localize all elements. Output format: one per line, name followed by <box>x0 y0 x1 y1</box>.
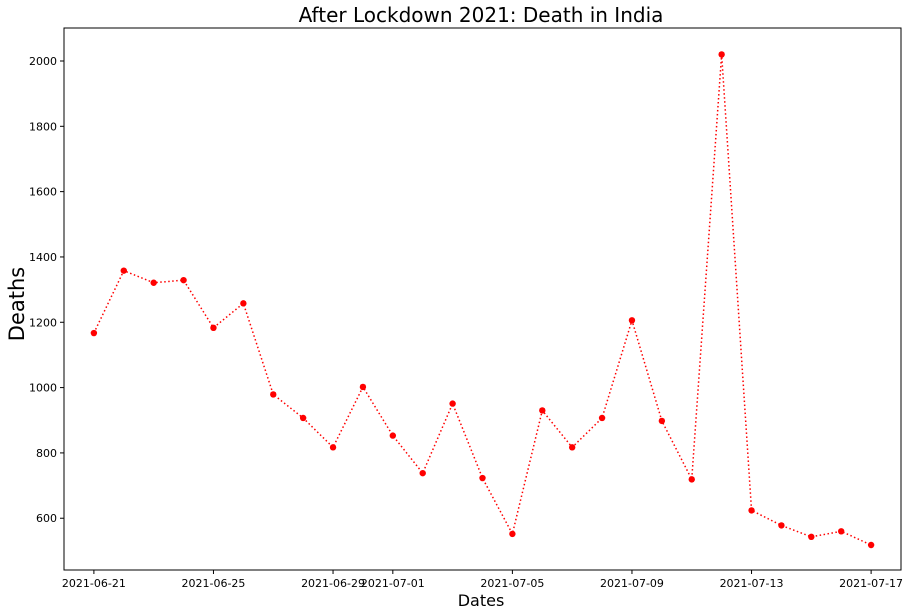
x-tick-label: 2021-06-21 <box>62 577 126 590</box>
data-point <box>838 528 845 535</box>
data-point <box>240 300 247 307</box>
y-axis-label: Deaths <box>5 267 29 341</box>
data-point <box>688 476 695 483</box>
data-point <box>539 407 546 414</box>
x-tick-label: 2021-06-29 <box>301 577 365 590</box>
y-axis: 600 800 1000 1200 1400 1600 1800 2000 <box>29 55 64 525</box>
y-tick-label: 1800 <box>29 120 57 133</box>
x-tick-label: 2021-07-01 <box>361 577 425 590</box>
y-tick-label: 1400 <box>29 251 57 264</box>
x-axis: 2021-06-21 2021-06-25 2021-06-292021-07-01… <box>62 570 903 590</box>
data-point <box>628 317 636 324</box>
y-tick-label: 1000 <box>29 382 57 395</box>
data-points <box>90 51 875 549</box>
y-tick-label: 1600 <box>29 186 57 199</box>
x-tick-label: 2021-06-25 <box>181 577 245 590</box>
data-point <box>389 432 397 439</box>
x-tick-label: 2021-07-09 <box>600 577 664 590</box>
data-point <box>658 417 666 425</box>
data-point <box>568 444 576 451</box>
data-point <box>598 414 606 422</box>
data-point <box>778 522 785 529</box>
data-point <box>329 444 337 451</box>
data-point <box>419 469 426 477</box>
y-tick-label: 2000 <box>29 55 57 68</box>
data-point <box>210 324 217 332</box>
x-tick-label: 2021-07-05 <box>480 577 544 590</box>
series-line <box>93 54 872 546</box>
data-point <box>150 279 157 286</box>
data-point <box>120 267 127 274</box>
x-tick-label: 2021-07-17 <box>839 577 903 590</box>
data-point <box>509 530 516 538</box>
data-point <box>270 391 277 398</box>
data-point <box>359 383 367 391</box>
x-axis-label: Dates <box>458 591 505 610</box>
data-point <box>180 276 187 284</box>
chart-title: After Lockdown 2021: Death in India <box>299 3 664 27</box>
x-tick-label: 2021-07-13 <box>720 577 784 590</box>
y-tick-label: 1200 <box>29 316 57 329</box>
plot-frame <box>63 27 902 571</box>
data-point <box>867 541 875 549</box>
y-tick-label: 600 <box>36 512 57 525</box>
data-point <box>449 400 456 407</box>
data-point <box>808 533 815 541</box>
data-point <box>748 507 755 514</box>
y-tick-label: 800 <box>36 447 57 460</box>
data-point <box>479 474 486 482</box>
data-point <box>718 51 725 58</box>
data-point <box>90 329 98 337</box>
data-point <box>299 414 307 422</box>
